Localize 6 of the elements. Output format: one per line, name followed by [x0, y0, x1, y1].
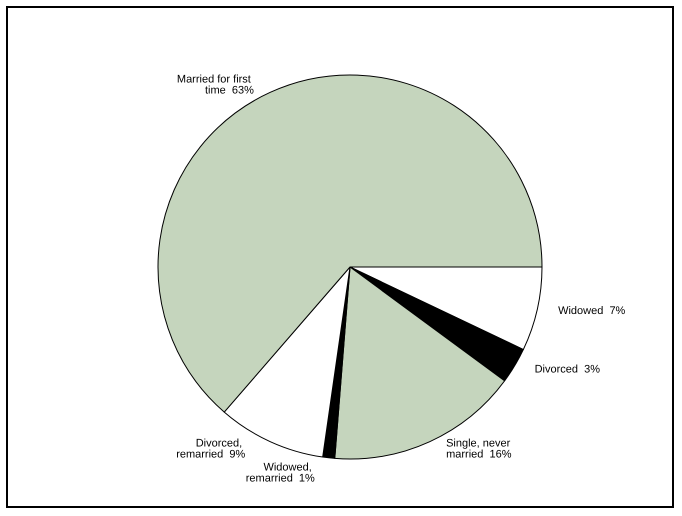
slice-label: Married for first time 63% [176, 74, 254, 97]
slice-label: Widowed 7% [558, 305, 626, 318]
slice-label: Divorced 3% [534, 364, 600, 376]
slice-label: Divorced, remarried 9% [176, 437, 246, 460]
slice-label: Widowed, remarried 1% [246, 461, 316, 484]
slice-label: Single, never married 16% [446, 437, 514, 460]
